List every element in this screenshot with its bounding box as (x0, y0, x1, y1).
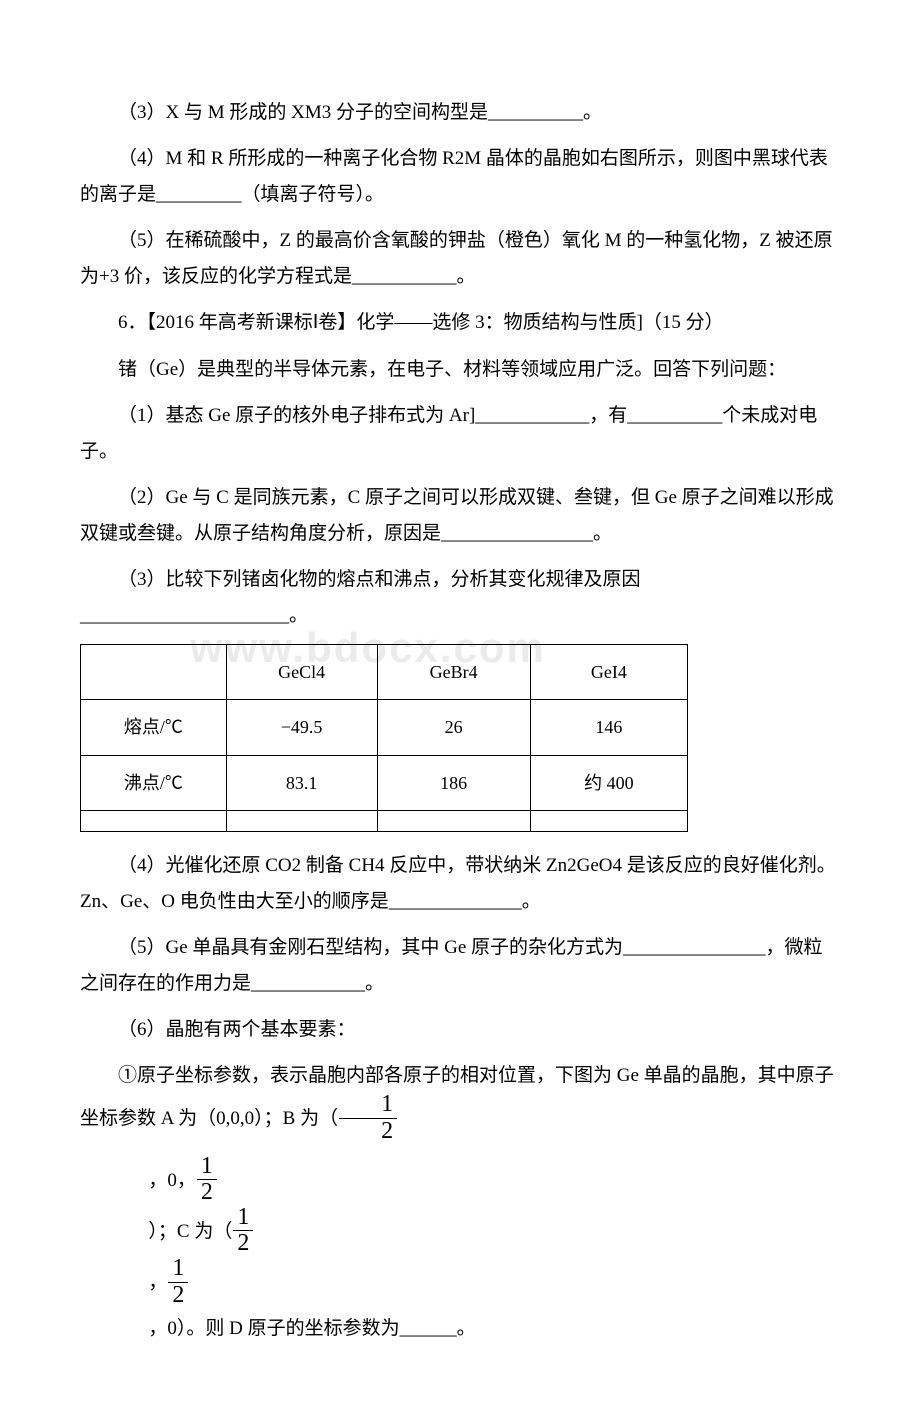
fraction-numerator: 1 (339, 1092, 397, 1118)
fraction-numerator: 1 (168, 1256, 188, 1282)
question-6-3: （3）比较下列锗卤化物的熔点和沸点，分析其变化规律及原因____________… (80, 562, 840, 634)
table-cell: 约 400 (530, 755, 687, 810)
halide-table: GeCl4 GeBr4 GeI4 熔点/℃ −49.5 26 146 沸点/℃ … (80, 644, 688, 832)
question-6-6: （6）晶胞有两个基本要素： (80, 1012, 840, 1048)
fraction: 12 (232, 1205, 254, 1256)
question-6-header: 6．【2016 年高考新课标Ⅰ卷】化学——选修 3：物质结构与性质]（15 分） (80, 305, 840, 341)
table-header: GeBr4 (377, 645, 530, 700)
fraction: 12 (196, 1154, 218, 1205)
question-6-intro: 锗（Ge）是典型的半导体元素，在电子、材料等领域应用广泛。回答下列问题： (80, 352, 840, 388)
table-cell (81, 810, 227, 831)
coord-line: ）；C 为（12 (148, 1207, 840, 1258)
coord-text: ，0）。则 D 原子的坐标参数为______。 (148, 1318, 475, 1339)
table-cell: 186 (377, 755, 530, 810)
question-3: （3）X 与 M 形成的 XM3 分子的空间构型是__________。 (80, 95, 840, 131)
question-6-5: （5）Ge 单晶具有金刚石型结构，其中 Ge 原子的杂化方式为_________… (80, 930, 840, 1002)
question-6-6-1a: ①原子坐标参数，表示晶胞内部各原子的相对位置，下图为 Ge 单晶的晶胞，其中原子… (80, 1058, 840, 1145)
table-cell: 熔点/℃ (81, 700, 227, 755)
table-cell: 沸点/℃ (81, 755, 227, 810)
question-6-1: （1）基态 Ge 原子的核外电子排布式为 Ar]____________，有__… (80, 398, 840, 470)
question-4: （4）M 和 R 所形成的一种离子化合物 R2M 晶体的晶胞如右图所示，则图中黑… (80, 141, 840, 213)
table-cell (530, 810, 687, 831)
fraction-denominator: 2 (233, 1231, 253, 1256)
table-row: GeCl4 GeBr4 GeI4 (81, 645, 688, 700)
coord-line: ，0，12 (148, 1156, 840, 1207)
coord-text: ）；C 为（ (148, 1221, 232, 1242)
table-cell (226, 810, 377, 831)
table-cell: 146 (530, 700, 687, 755)
table-cell: 26 (377, 700, 530, 755)
fraction-numerator: 1 (197, 1154, 217, 1180)
fraction-numerator: 1 (233, 1205, 253, 1231)
fraction-denominator: 2 (197, 1180, 217, 1205)
table-header: GeI4 (530, 645, 687, 700)
fraction-denominator: 2 (339, 1119, 397, 1144)
table-row: 熔点/℃ −49.5 26 146 (81, 700, 688, 755)
table-cell (377, 810, 530, 831)
table-cell: 83.1 (226, 755, 377, 810)
coord-text: ，0， (148, 1170, 196, 1191)
coord-text: ， (148, 1273, 167, 1294)
question-6-4: （4）光催化还原 CO2 制备 CH4 反应中，带状纳米 Zn2GeO4 是该反… (80, 848, 840, 920)
table-header: GeCl4 (226, 645, 377, 700)
coord-line: ，12 (148, 1258, 840, 1309)
table-row: 沸点/℃ 83.1 186 约 400 (81, 755, 688, 810)
question-6-2: （2）Ge 与 C 是同族元素，C 原子之间可以形成双键、叁键，但 Ge 原子之… (80, 480, 840, 552)
coord-line: ，0）。则 D 原子的坐标参数为______。 (148, 1310, 840, 1348)
fraction-denominator: 2 (168, 1283, 188, 1308)
page-content: （3）X 与 M 形成的 XM3 分子的空间构型是__________。 （4）… (80, 95, 840, 1348)
coord-block: ，0，12 ）；C 为（12 ，12 ，0）。则 D 原子的坐标参数为_____… (148, 1156, 840, 1348)
question-5: （5）在稀硫酸中，Z 的最高价含氧酸的钾盐（橙色）氧化 M 的一种氢化物，Z 被… (80, 223, 840, 295)
table-header (81, 645, 227, 700)
table-cell: −49.5 (226, 700, 377, 755)
fraction: 12 (167, 1256, 189, 1307)
table-row (81, 810, 688, 831)
fraction: 12 (338, 1092, 398, 1143)
coord-text: ①原子坐标参数，表示晶胞内部各原子的相对位置，下图为 Ge 单晶的晶胞，其中原子… (80, 1065, 834, 1129)
